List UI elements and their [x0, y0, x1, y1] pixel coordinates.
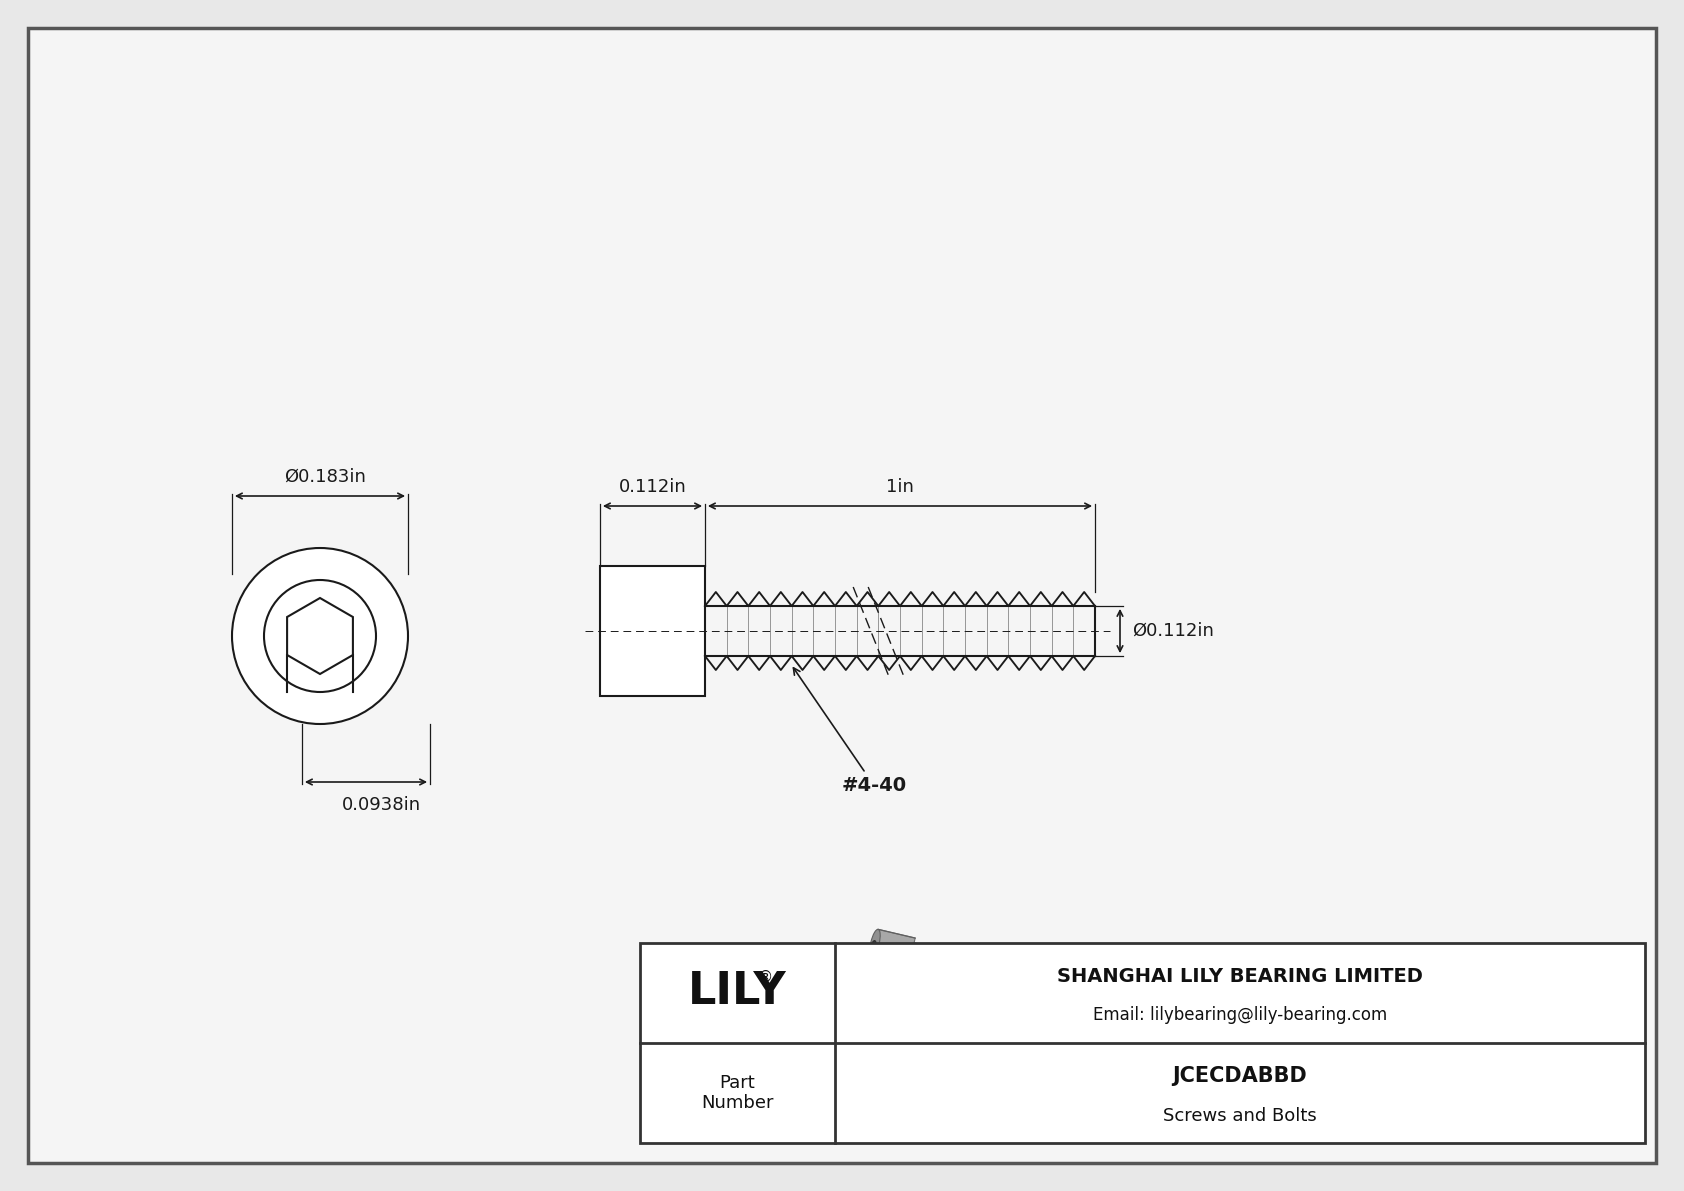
Polygon shape: [286, 598, 354, 674]
Polygon shape: [909, 943, 1585, 1118]
Text: Ø0.183in: Ø0.183in: [285, 468, 365, 486]
Ellipse shape: [871, 929, 881, 956]
Text: #4-40: #4-40: [793, 668, 906, 796]
Polygon shape: [872, 929, 914, 966]
Text: JCECDABBD: JCECDABBD: [1172, 1066, 1307, 1086]
Text: Email: lilybearing@lily-bearing.com: Email: lilybearing@lily-bearing.com: [1093, 1006, 1388, 1024]
Text: LILY: LILY: [689, 969, 786, 1012]
Ellipse shape: [872, 941, 876, 947]
Bar: [600, 566, 706, 696]
Bar: [640, 943, 1645, 1143]
Circle shape: [232, 548, 408, 724]
Text: Ø0.112in: Ø0.112in: [1132, 622, 1214, 640]
Text: 1in: 1in: [886, 478, 914, 495]
Text: ®: ®: [758, 969, 773, 985]
Text: 0.0938in: 0.0938in: [342, 796, 421, 813]
Text: Part
Number: Part Number: [701, 1073, 773, 1112]
Polygon shape: [913, 943, 1585, 1104]
Circle shape: [264, 580, 376, 692]
Text: 0.112in: 0.112in: [618, 478, 687, 495]
Text: Screws and Bolts: Screws and Bolts: [1164, 1106, 1317, 1125]
Text: SHANGHAI LILY BEARING LIMITED: SHANGHAI LILY BEARING LIMITED: [1058, 967, 1423, 985]
